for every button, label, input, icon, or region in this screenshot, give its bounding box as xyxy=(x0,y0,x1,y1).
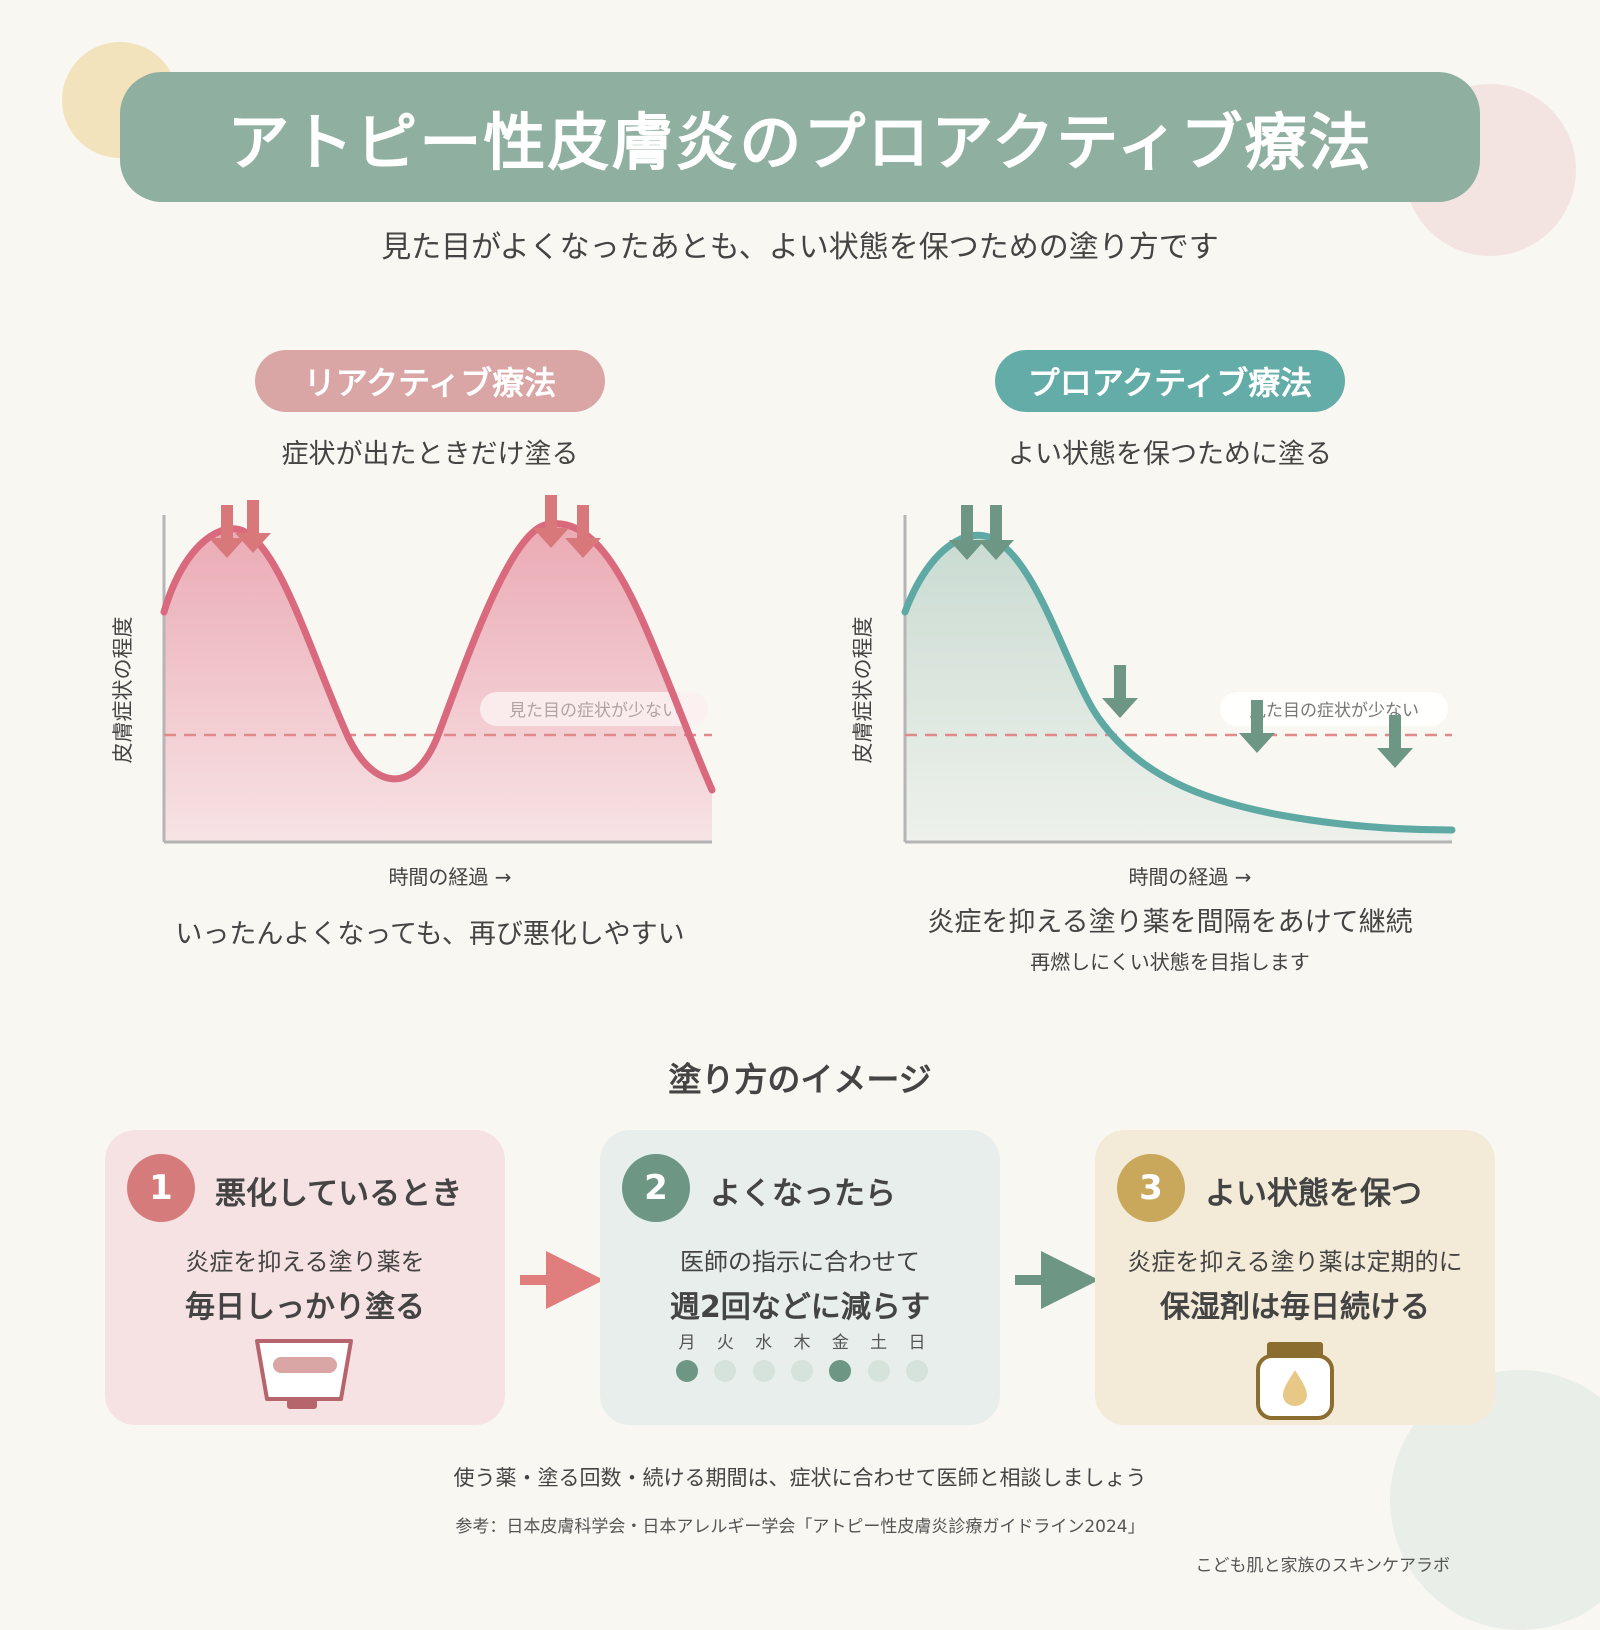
down-arrow-icon xyxy=(533,495,569,548)
reactive-threshold-label: 見た目の症状が少ない xyxy=(509,701,679,721)
step-line1: 医師の指示に合わせて xyxy=(680,1248,920,1276)
reactive-threshold-label-bg xyxy=(480,692,708,726)
down-arrow-icon xyxy=(235,500,271,553)
step-line2: 毎日しっかり塗る xyxy=(185,1290,425,1325)
step-card-2: 2 よくなったら 医師の指示に合わせて 週2回などに減らす 月 火 水 木 金 … xyxy=(600,1130,1000,1425)
section-title: 塗り方のイメージ xyxy=(668,1060,932,1099)
weekday-dot xyxy=(790,1360,813,1382)
moisturizer-jar-icon xyxy=(1256,1342,1334,1420)
step-card-3: 3 よい状態を保つ 炎症を抑える塗り薬は定期的に 保湿剤は毎日続ける xyxy=(1095,1130,1495,1425)
proactive-x-label: 時間の経過 → xyxy=(1128,865,1251,889)
footer-reference: 参考：日本皮膚科学会・日本アレルギー学会「アトピー性皮膚炎診療ガイドライン202… xyxy=(455,1517,1145,1537)
step-number-badge: 3 xyxy=(1117,1154,1185,1222)
reactive-chart: 見た目の症状が少ない 皮膚症状の程度 時間の経過 → xyxy=(111,495,716,889)
step-title: よい状態を保つ xyxy=(1205,1176,1422,1212)
title-banner: アトピー性皮膚炎のプロアクティブ療法 xyxy=(120,72,1480,202)
step-number-badge: 1 xyxy=(127,1154,195,1222)
step-title: よくなったら xyxy=(710,1176,896,1212)
weekday-dot-applied xyxy=(829,1360,852,1382)
reactive-description: 症状が出たときだけ塗る xyxy=(281,439,579,470)
page-subtitle: 見た目がよくなったあとも、よい状態を保つための塗り方です xyxy=(381,230,1219,265)
proactive-y-label: 皮膚症状の程度 xyxy=(851,617,875,764)
reactive-caption: いったんよくなっても、再び悪化しやすい xyxy=(175,919,685,950)
reactive-pill: リアクティブ療法 xyxy=(255,350,605,412)
footer-note: 使う薬・塗る回数・続ける期間は、症状に合わせて医師と相談しましょう xyxy=(453,1466,1147,1490)
weekday-label: 日 xyxy=(908,1333,926,1353)
reactive-x-label: 時間の経過 → xyxy=(388,865,511,889)
weekday-dot xyxy=(867,1360,890,1382)
weekday-label: 火 xyxy=(716,1333,734,1353)
step-line2: 週2回などに減らす xyxy=(669,1290,931,1325)
proactive-caption: 炎症を抑える塗り薬を間隔をあけて継続 xyxy=(927,907,1413,938)
proactive-area xyxy=(905,535,1452,842)
step-line1: 炎症を抑える塗り薬は定期的に xyxy=(1127,1248,1463,1276)
weekday-dot xyxy=(714,1360,737,1382)
down-arrow-icon xyxy=(209,505,245,558)
proactive-caption-sub: 再燃しにくい状態を目指します xyxy=(1030,950,1310,974)
reactive-y-label: 皮膚症状の程度 xyxy=(111,617,135,764)
step-line2: 保湿剤は毎日続ける xyxy=(1160,1290,1430,1325)
footer-brand: こども肌と家族のスキンケアラボ xyxy=(1195,1556,1451,1576)
step-number-badge: 2 xyxy=(622,1154,690,1222)
weekday-dot-applied xyxy=(676,1360,698,1382)
proactive-threshold-label: 見た目の症状が少ない xyxy=(1249,701,1419,721)
proactive-apply-arrows xyxy=(949,505,1413,768)
weekday-label: 金 xyxy=(831,1333,849,1353)
step-arrow-2 xyxy=(1015,1251,1099,1309)
weekday-labels: 月 火 水 木 金 土 日 xyxy=(672,1328,932,1353)
down-arrow-icon xyxy=(1102,665,1138,718)
step-title: 悪化しているとき xyxy=(215,1176,463,1212)
down-arrow-icon xyxy=(978,505,1014,560)
down-arrow-icon xyxy=(1239,700,1275,753)
reactive-apply-arrows xyxy=(209,495,601,558)
weekday-dots xyxy=(672,1360,932,1382)
ointment-tube-icon xyxy=(255,1339,353,1409)
weekday-dot xyxy=(752,1360,775,1382)
step-line1: 炎症を抑える塗り薬を xyxy=(185,1248,425,1276)
page-title: アトピー性皮膚炎のプロアクティブ療法 xyxy=(227,106,1373,179)
proactive-pill: プロアクティブ療法 xyxy=(995,350,1345,412)
step-arrow-1 xyxy=(520,1251,604,1309)
proactive-description: よい状態を保つために塗る xyxy=(1008,439,1332,470)
weekday-label: 土 xyxy=(870,1333,888,1353)
down-arrow-icon xyxy=(565,505,601,558)
proactive-chart: 見た目の症状が少ない 皮膚症状の程度 時間の経過 → xyxy=(851,505,1456,889)
weekday-label: 木 xyxy=(793,1333,811,1353)
proactive-curve xyxy=(901,531,1456,834)
reactive-area xyxy=(164,523,712,842)
weekday-label: 月 xyxy=(678,1333,696,1353)
weekday-dot xyxy=(905,1360,928,1382)
step-card-1: 1 悪化しているとき 炎症を抑える塗り薬を 毎日しっかり塗る xyxy=(105,1130,505,1425)
down-arrow-icon xyxy=(949,505,985,560)
weekday-label: 水 xyxy=(755,1333,773,1353)
down-arrow-icon xyxy=(1377,715,1413,768)
